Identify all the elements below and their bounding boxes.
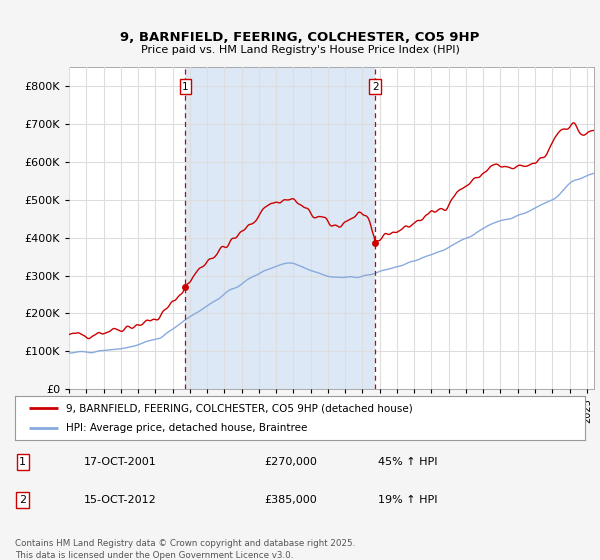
Text: Contains HM Land Registry data © Crown copyright and database right 2025.
This d: Contains HM Land Registry data © Crown c…: [15, 539, 355, 559]
Text: HPI: Average price, detached house, Braintree: HPI: Average price, detached house, Brai…: [66, 423, 308, 433]
Text: 9, BARNFIELD, FEERING, COLCHESTER, CO5 9HP: 9, BARNFIELD, FEERING, COLCHESTER, CO5 9…: [121, 31, 479, 44]
Text: £385,000: £385,000: [264, 495, 317, 505]
Text: £270,000: £270,000: [264, 457, 317, 467]
Bar: [185, 67, 376, 389]
Text: Price paid vs. HM Land Registry's House Price Index (HPI): Price paid vs. HM Land Registry's House …: [140, 45, 460, 55]
Text: 17-OCT-2001: 17-OCT-2001: [84, 457, 157, 467]
Text: 15-OCT-2012: 15-OCT-2012: [84, 495, 157, 505]
Text: 1: 1: [19, 457, 26, 467]
Text: 2: 2: [372, 82, 379, 92]
Text: 9, BARNFIELD, FEERING, COLCHESTER, CO5 9HP (detached house): 9, BARNFIELD, FEERING, COLCHESTER, CO5 9…: [66, 403, 413, 413]
Text: 1: 1: [182, 82, 189, 92]
Text: 2: 2: [19, 495, 26, 505]
Text: 19% ↑ HPI: 19% ↑ HPI: [378, 495, 437, 505]
Text: 45% ↑ HPI: 45% ↑ HPI: [378, 457, 437, 467]
